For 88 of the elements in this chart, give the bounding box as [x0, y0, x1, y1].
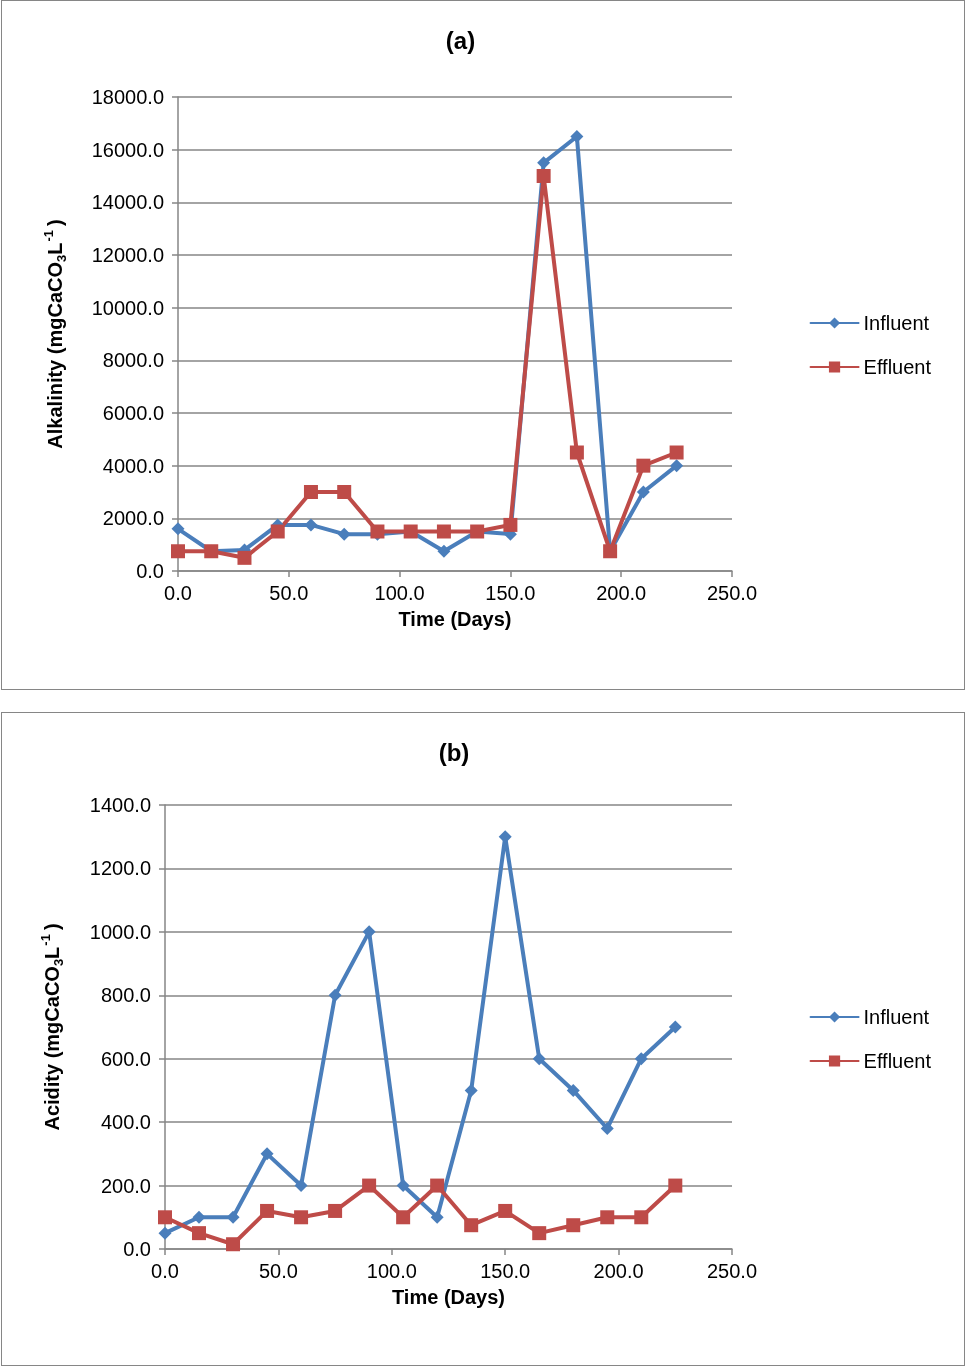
- y-tick-label: 200.0: [100, 1174, 151, 1197]
- y-tick-label: 0.0: [136, 560, 164, 582]
- y-tick-label: 0.0: [123, 1238, 151, 1260]
- point: [669, 445, 684, 460]
- point: [171, 522, 185, 536]
- point: [636, 485, 650, 499]
- point: [158, 1226, 172, 1240]
- point: [158, 1210, 172, 1225]
- point: [566, 1083, 580, 1097]
- y-tick-label: 8000.0: [102, 349, 164, 372]
- point: [294, 1210, 309, 1225]
- point: [600, 1210, 615, 1225]
- point: [566, 1218, 581, 1233]
- x-axis-title: Time (Days): [398, 608, 512, 630]
- x-tick-label: 100.0: [374, 582, 425, 604]
- point: [430, 1210, 444, 1224]
- point: [362, 1178, 377, 1193]
- legend-label: Effluent: [863, 1050, 932, 1072]
- point: [192, 1226, 207, 1241]
- point: [532, 1226, 547, 1241]
- x-tick-label: 0.0: [164, 582, 192, 604]
- point: [634, 1052, 648, 1066]
- y-tick-label: 18000.0: [91, 86, 164, 108]
- y-tick-label: 6000.0: [102, 402, 164, 424]
- point: [270, 524, 285, 539]
- y-axis-title: Acidity (mgCaCO3L-1): [38, 923, 66, 1131]
- point: [260, 1147, 274, 1161]
- point: [670, 459, 684, 473]
- point: [396, 1179, 410, 1193]
- y-tick-label: 16000.0: [91, 138, 164, 161]
- y-tick-label: 1000.0: [89, 920, 151, 943]
- point: [303, 485, 318, 499]
- y-tick-label: 10000.0: [91, 296, 164, 319]
- point: [600, 1121, 614, 1135]
- x-tick-label: 200.0: [596, 582, 647, 604]
- x-tick-label: 250.0: [706, 1260, 758, 1282]
- point: [634, 1210, 649, 1225]
- y-tick-label: 1200.0: [89, 857, 151, 880]
- point: [437, 544, 451, 558]
- legend-label: Influent: [863, 312, 930, 334]
- y-tick-label: 600.0: [100, 1047, 151, 1070]
- x-axis-title: Time (Days): [391, 1286, 506, 1308]
- point: [396, 1210, 411, 1225]
- x-tick-label: 150.0: [485, 582, 536, 604]
- x-tick-label: 200.0: [593, 1260, 644, 1282]
- point: [569, 445, 584, 460]
- point: [503, 517, 518, 532]
- x-tick-label: 250.0: [706, 582, 758, 604]
- x-tick-label: 50.0: [269, 582, 309, 604]
- chart-title: (a): [445, 26, 476, 54]
- point: [237, 550, 252, 565]
- y-tick-label: 400.0: [100, 1111, 151, 1134]
- y-tick-label: 1400.0: [89, 794, 151, 816]
- point: [226, 1237, 241, 1252]
- legend-label: Effluent: [863, 356, 932, 378]
- point: [192, 1210, 206, 1224]
- y-tick-label: 14000.0: [91, 191, 164, 214]
- point: [337, 485, 352, 499]
- x-tick-label: 150.0: [480, 1260, 531, 1282]
- x-tick-label: 100.0: [366, 1260, 417, 1282]
- point: [226, 1210, 240, 1224]
- point: [328, 1203, 343, 1218]
- point: [328, 988, 342, 1002]
- point: [668, 1178, 683, 1193]
- point: [171, 544, 185, 559]
- point: [668, 1020, 682, 1034]
- point: [294, 1179, 308, 1193]
- y-tick-label: 12000.0: [91, 244, 164, 266]
- point: [304, 518, 318, 532]
- y-tick-label: 4000.0: [102, 454, 164, 477]
- point: [260, 1203, 275, 1218]
- chart-title: (b): [438, 738, 470, 766]
- point: [636, 458, 651, 473]
- legend-label: Influent: [863, 1006, 930, 1028]
- x-tick-label: 0.0: [151, 1260, 179, 1282]
- point: [436, 524, 451, 539]
- point: [430, 1178, 445, 1193]
- point: [537, 156, 551, 170]
- point: [337, 527, 351, 541]
- point: [536, 169, 551, 183]
- point: [570, 130, 584, 143]
- point: [464, 1218, 479, 1233]
- point: [464, 1083, 478, 1097]
- x-tick-label: 50.0: [258, 1260, 298, 1282]
- point: [532, 1052, 546, 1066]
- point: [498, 1203, 513, 1218]
- y-tick-label: 2000.0: [102, 507, 164, 530]
- y-tick-label: 800.0: [100, 984, 151, 1007]
